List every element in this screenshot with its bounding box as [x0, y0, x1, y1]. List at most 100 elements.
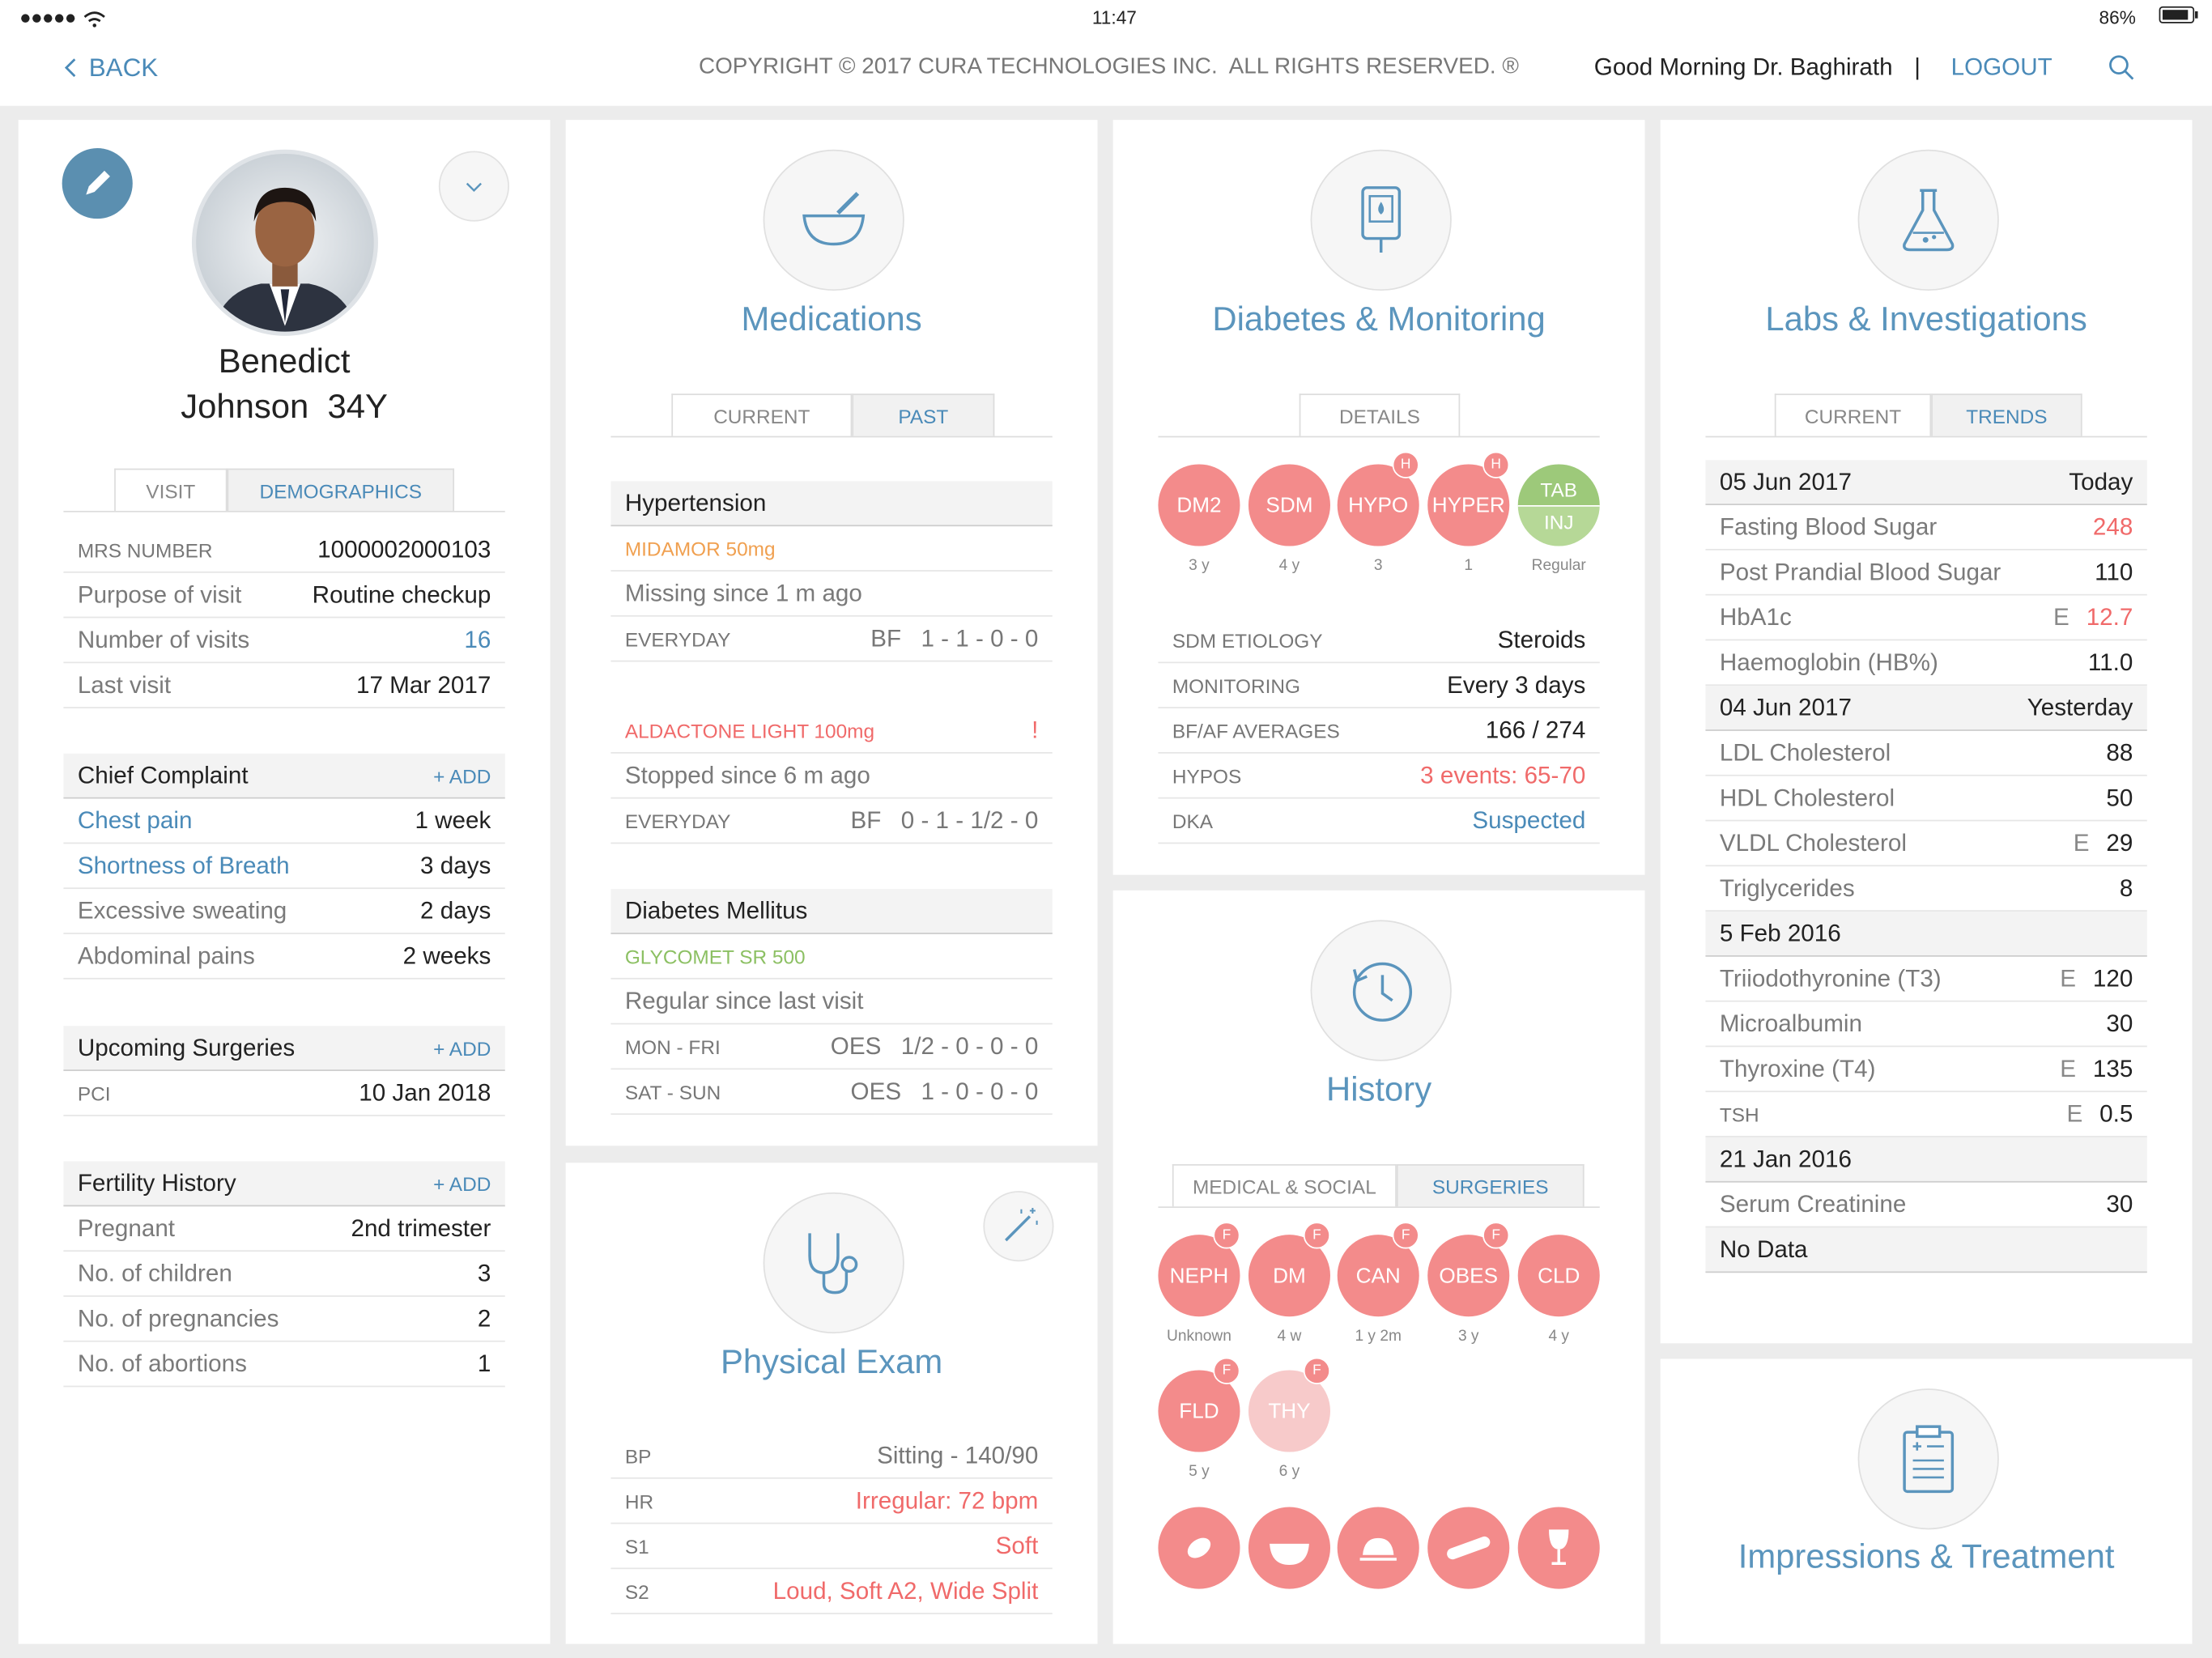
row-value: Sitting - 140/90 — [877, 1441, 1039, 1469]
med-name[interactable]: MIDAMOR 50mg — [610, 526, 1053, 572]
row-label: Thyroxine (T4) — [1719, 1054, 1876, 1082]
signal-icon — [21, 11, 105, 28]
row-label: Excessive sweating — [77, 896, 287, 924]
search-button[interactable] — [2108, 53, 2136, 82]
row-label: DKA — [1172, 809, 1214, 832]
med-alert: ! — [1032, 716, 1039, 743]
tab[interactable]: DEMOGRAPHICS — [227, 468, 455, 511]
card-title: Diabetes & Monitoring — [1212, 300, 1546, 339]
row-label: Triiodothyronine (T3) — [1719, 964, 1942, 992]
greeting: Good Morning Dr. Baghirath — [1593, 53, 1893, 81]
badge-label: SDM — [1266, 493, 1313, 517]
tab-line — [1705, 436, 2147, 438]
tab[interactable]: VISIT — [114, 468, 228, 511]
tab[interactable]: TRENDS — [1931, 393, 2082, 436]
lab-row[interactable]: LDL Cholesterol 88 — [1705, 731, 2147, 776]
row-value: 1 — [477, 1350, 491, 1377]
add-button[interactable]: + ADD — [433, 763, 491, 787]
tab[interactable]: MEDICAL & SOCIAL — [1172, 1163, 1397, 1207]
wand-button[interactable] — [983, 1191, 1054, 1262]
row-value: 1000002000103 — [317, 535, 491, 563]
badge-label: DM2 — [1176, 493, 1222, 517]
badge-label: CLD — [1538, 1263, 1580, 1288]
row-value-group: E 12.7 — [2053, 603, 2133, 631]
lab-row[interactable]: Microalbumin 30 — [1705, 1002, 2147, 1048]
lab-row[interactable]: Serum Creatinine 30 — [1705, 1183, 2147, 1228]
badge-note: 5 y — [1189, 1463, 1210, 1481]
row-value-group: Yesterday — [2027, 694, 2133, 722]
row-value-group: E 120 — [2060, 964, 2133, 993]
lifestyle-icons[interactable] — [1155, 1507, 1607, 1592]
lab-row[interactable]: Haemoglobin (HB%) 11.0 — [1705, 640, 2147, 687]
card-title: History — [1326, 1070, 1432, 1109]
row-label: Pregnant — [77, 1214, 176, 1241]
tab[interactable]: PAST — [852, 393, 995, 436]
badge[interactable]: CLD — [1517, 1235, 1600, 1317]
row-value-group: Today — [2069, 468, 2133, 496]
impressions-icon — [1857, 1388, 1999, 1530]
med-name[interactable]: ALDACTONE LIGHT 100mg! — [610, 708, 1053, 754]
tab[interactable]: CURRENT — [671, 393, 853, 436]
expand-button[interactable] — [438, 151, 509, 222]
row-label: No. of abortions — [77, 1350, 247, 1377]
tab[interactable]: CURRENT — [1774, 393, 1932, 436]
add-button[interactable]: + ADD — [433, 1036, 491, 1060]
tab[interactable]: DETAILS — [1299, 393, 1461, 436]
logout-button[interactable]: LOGOUT — [1950, 53, 2052, 81]
row-value-group: 1000002000103 — [317, 535, 491, 563]
physical-exam-card[interactable]: Physical Exam BP Sitting - 140/90 HR Irregul… — [565, 1163, 1098, 1644]
top-bar: 11:47 86% BACK COPYRIGHT © 2017 CURA TEC… — [0, 0, 2212, 106]
badge[interactable]: DM2 — [1158, 464, 1240, 546]
history-card[interactable]: History MEDICAL & SOCIAL SURGERIES NEPH F Unk… — [1112, 890, 1645, 1644]
back-button[interactable]: BACK — [88, 53, 159, 83]
badge-note: 4 y — [1278, 557, 1300, 575]
row-value: 16 — [464, 626, 491, 653]
back-chevron[interactable] — [62, 57, 79, 79]
date-header: 21 Jan 2016 — [1705, 1137, 2147, 1183]
row-value-group: 248 — [2093, 513, 2133, 542]
row-value: 17 Mar 2017 — [356, 670, 491, 698]
lab-row[interactable]: Post Prandial Blood Sugar 110 — [1705, 551, 2147, 596]
row: MRS NUMBER 1000002000103 — [63, 528, 505, 573]
badge-note: Regular — [1531, 557, 1586, 575]
row-label: VLDL Cholesterol — [1719, 829, 1907, 857]
row-value: Soft — [995, 1532, 1039, 1559]
section-title: Chief Complaint — [77, 761, 249, 789]
schedule-right: OES 1/2 - 0 - 0 - 0 — [831, 1032, 1039, 1061]
section-header: Upcoming Surgeries + ADD — [63, 1026, 505, 1071]
row: Chest pain 1 week — [63, 799, 505, 844]
date-header: No Data — [1705, 1227, 2147, 1273]
lab-row[interactable]: Triglycerides 8 — [1705, 866, 2147, 912]
labs-card[interactable]: Labs & Investigations CURRENT TRENDS 05 Jun… — [1660, 120, 2193, 1344]
lab-row[interactable]: HDL Cholesterol 50 — [1705, 776, 2147, 822]
impressions-card[interactable]: Impressions & Treatment — [1660, 1358, 2193, 1644]
med-schedule: EVERYDAY BF 0 - 1 - 1/2 - 0 — [610, 799, 1053, 844]
medications-card[interactable]: Medications CURRENT PAST Hypertension MIDAMO… — [565, 120, 1098, 1146]
lab-row[interactable]: TSH E 0.5 — [1705, 1092, 2147, 1137]
lab-row[interactable]: VLDL Cholesterol E 29 — [1705, 821, 2147, 867]
lab-row[interactable]: Triiodothyronine (T3) E 120 — [1705, 957, 2147, 1002]
tab-line — [1158, 436, 1600, 438]
group-header: Diabetes Mellitus — [610, 889, 1053, 934]
add-button[interactable]: + ADD — [433, 1171, 491, 1195]
schedule-right: OES 1 - 0 - 0 - 0 — [851, 1078, 1039, 1106]
row: BP Sitting - 140/90 — [610, 1434, 1053, 1479]
edit-button[interactable] — [62, 148, 133, 219]
lab-row[interactable]: Thyroxine (T4) E 135 — [1705, 1047, 2147, 1093]
row-value: 8 — [2119, 874, 2133, 901]
lab-row[interactable]: Fasting Blood Sugar 248 — [1705, 505, 2147, 551]
med-name[interactable]: GLYCOMET SR 500 — [610, 934, 1053, 980]
badge[interactable]: TAB INJ — [1517, 464, 1600, 546]
badge-label: HYPO — [1348, 493, 1409, 517]
patient-name-age: Johnson 34Y — [181, 388, 388, 427]
row-label: No Data — [1719, 1235, 1808, 1263]
diabetes-card[interactable]: Diabetes & Monitoring DETAILS DM2 3 y SDM 4 y… — [1112, 120, 1645, 875]
badge-label: INJ — [1543, 510, 1574, 533]
lab-row[interactable]: HbA1c E 12.7 — [1705, 596, 2147, 641]
tab[interactable]: SURGERIES — [1396, 1163, 1585, 1207]
row-value-group: E 135 — [2060, 1055, 2133, 1083]
medications-icon — [763, 149, 904, 291]
copyright: COPYRIGHT © 2017 CURA TECHNOLOGIES INC. … — [698, 54, 1519, 79]
badge[interactable]: SDM — [1248, 464, 1330, 546]
card-title: Labs & Investigations — [1765, 300, 2087, 339]
